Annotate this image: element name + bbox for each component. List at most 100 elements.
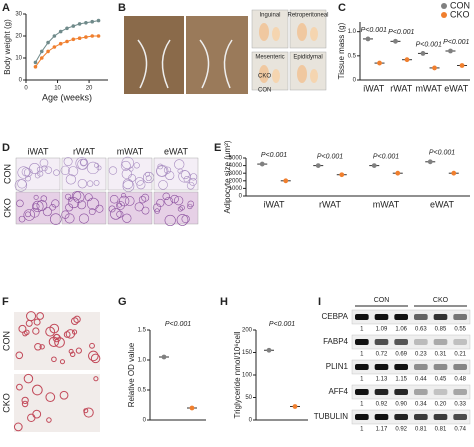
stained-cell — [45, 392, 56, 403]
band-ratio: 0.90 — [395, 402, 407, 408]
cell — [156, 198, 165, 207]
band-ratio: 1.15 — [395, 377, 407, 383]
data-point — [33, 65, 38, 69]
y-tick-label: 100 — [242, 373, 253, 379]
cell — [25, 211, 31, 218]
y-axis-label: Body weight (g) — [3, 19, 12, 75]
stained-cell — [52, 334, 61, 343]
x-tick-label: 0 — [24, 86, 28, 92]
fat-pad — [297, 23, 307, 41]
cell — [116, 201, 125, 210]
cell — [174, 159, 185, 170]
cell — [23, 168, 33, 177]
cell — [96, 165, 102, 171]
data-point — [52, 34, 57, 38]
column-label: rWAT — [73, 146, 95, 156]
data-point — [46, 49, 50, 54]
cell — [37, 170, 44, 177]
cell — [141, 193, 150, 202]
cell — [63, 157, 73, 166]
micrograph — [15, 191, 61, 225]
band-ratio: 1.06 — [395, 327, 407, 333]
data-point — [365, 36, 371, 42]
cell — [14, 179, 28, 192]
stained-cell — [23, 373, 34, 384]
stained-cell — [46, 417, 52, 423]
cell — [51, 199, 60, 208]
data-point — [393, 38, 398, 44]
blot-strip — [351, 334, 471, 350]
band-ratio: 0.72 — [376, 352, 388, 358]
cell — [60, 165, 70, 175]
band-ratio: 1 — [360, 377, 364, 383]
data-point — [189, 405, 195, 411]
data-point — [292, 404, 298, 409]
stained-cell — [25, 319, 33, 327]
depot-label: Retroperitoneal — [287, 13, 328, 19]
data-point — [90, 19, 95, 24]
fat-pad — [259, 23, 269, 41]
blot-strip — [351, 309, 471, 325]
cell — [87, 197, 100, 210]
blot-band — [355, 389, 369, 395]
blot-band — [355, 339, 369, 345]
blot-band — [394, 364, 408, 370]
y-tick-label: 1.0 — [138, 358, 147, 364]
stained-cell — [18, 324, 27, 333]
band-ratio: 0.23 — [415, 352, 427, 358]
cell — [141, 206, 150, 215]
legend-marker — [441, 12, 447, 18]
data-point — [33, 60, 38, 65]
cell — [154, 208, 160, 214]
blot-band — [374, 314, 389, 320]
x-tick-label: eWAT — [430, 199, 455, 209]
y-tick-label: 200 — [242, 328, 253, 334]
tissue-photo — [251, 9, 289, 49]
stained-cell — [69, 351, 76, 358]
fat-pad — [310, 27, 318, 41]
panel-label: A — [2, 2, 10, 14]
cell — [77, 179, 87, 189]
protein-label: FABP4 — [323, 337, 348, 346]
stained-cell — [36, 312, 44, 320]
blot-band — [453, 389, 467, 395]
y-tick-label: 0 — [353, 78, 357, 84]
row-label: CON — [2, 164, 12, 184]
p-value: P<0.001 — [361, 27, 387, 34]
cell — [18, 215, 26, 223]
y-tick-label: 5000 — [229, 156, 243, 162]
stained-cell — [32, 409, 42, 419]
p-value: P<0.001 — [165, 321, 191, 328]
row-label: CON — [1, 331, 11, 351]
tube-label: CON — [258, 88, 271, 94]
band-ratio: 0.34 — [415, 402, 427, 408]
cell — [162, 192, 170, 201]
cell — [65, 203, 74, 212]
cell — [29, 162, 41, 174]
x-tick-label: iWAT — [264, 199, 285, 209]
y-tick-label: 20 — [15, 34, 22, 40]
blot-band — [433, 339, 448, 345]
tissue-photo — [289, 51, 327, 91]
data-point — [96, 34, 101, 38]
legend-label: CKO — [450, 9, 470, 19]
band-ratio: 0.44 — [415, 377, 427, 383]
panel-label: B — [118, 2, 126, 14]
cell — [94, 162, 100, 168]
data-point — [39, 49, 44, 54]
stained-cell — [49, 323, 60, 334]
blot-band — [414, 414, 428, 420]
blot-band — [414, 339, 428, 345]
cell — [183, 175, 191, 183]
x-tick-label: 20 — [86, 86, 93, 92]
cell — [164, 196, 174, 206]
data-point — [90, 34, 95, 38]
tube-label: CKO — [258, 74, 271, 80]
band-ratio: 1 — [360, 352, 364, 358]
cell — [95, 204, 104, 213]
band-ratio: 0.33 — [454, 402, 466, 408]
tissue-photo — [251, 51, 289, 91]
cell — [110, 208, 122, 220]
cell — [108, 205, 116, 213]
p-value: P<0.001 — [429, 150, 455, 157]
